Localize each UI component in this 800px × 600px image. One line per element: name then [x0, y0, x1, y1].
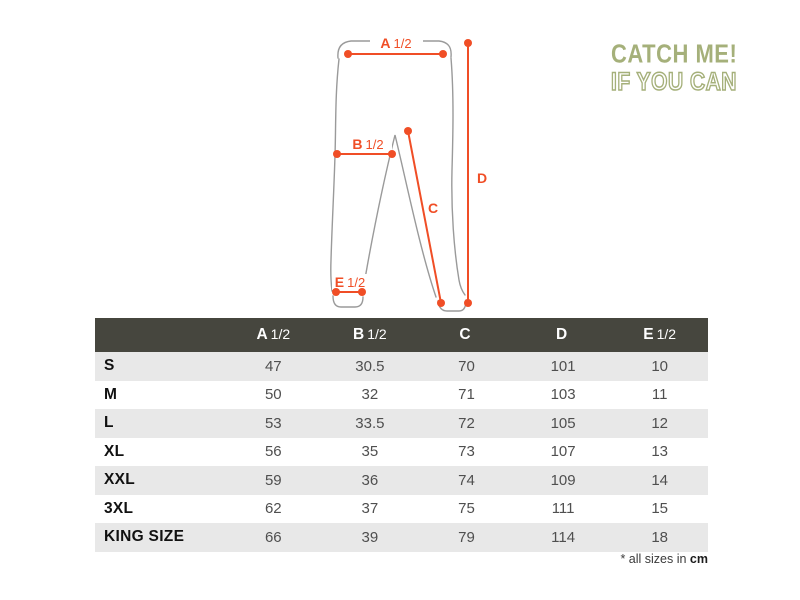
value-e: 13	[651, 443, 669, 461]
units-footnote: * all sizes in cm	[95, 552, 708, 566]
table-row-m: M 50 32 71 103 11	[95, 381, 708, 410]
label-b-bg	[346, 135, 392, 152]
measure-label-e: E 1/2	[335, 274, 365, 290]
logo-line2: IF YOU CAN	[610, 68, 737, 97]
value-a: 59	[264, 471, 282, 489]
value-c: 75	[458, 500, 475, 518]
label-a-bg	[370, 32, 423, 52]
size-label: M	[104, 385, 118, 403]
header-cell-e: E 1/2	[643, 326, 677, 343]
value-e: 18	[651, 528, 669, 546]
value-e: 10	[651, 357, 669, 375]
value-b: 32	[361, 386, 379, 404]
table-row-king-size: KING SIZE 66 39 79 114 18	[95, 523, 708, 552]
footnote-unit: cm	[689, 552, 708, 566]
header-cell-a: A 1/2	[256, 326, 291, 343]
value-c: 72	[458, 414, 475, 432]
measure-label-b: B 1/2	[352, 136, 383, 152]
measure-label-c: C	[428, 200, 438, 216]
pants-diagram-svg: A 1/2 B 1/2 C D E 1/2	[330, 32, 487, 312]
size-label: XL	[104, 442, 125, 460]
value-a: 56	[264, 443, 282, 461]
table-row-s: S 47 30.5 70 101 10	[95, 352, 708, 381]
measure-line-c	[407, 130, 442, 304]
header-cell-d: D	[555, 326, 568, 343]
value-a: 66	[264, 528, 282, 546]
table-row-xxl: XXL 59 36 74 109 14	[95, 466, 708, 495]
value-c: 71	[458, 386, 475, 404]
inner-seam-line	[362, 134, 437, 298]
size-table: A 1/2 B 1/2 C D E 1/2 S 47 30.5 70 101 10 M…	[95, 318, 708, 552]
value-b: 36	[361, 471, 379, 489]
value-d: 107	[550, 443, 576, 461]
value-e: 12	[651, 414, 669, 432]
header-cell-c: C	[459, 326, 471, 343]
size-label: 3XL	[104, 499, 134, 517]
value-d: 101	[550, 357, 576, 375]
value-a: 47	[264, 357, 282, 375]
value-e: 14	[651, 471, 669, 489]
value-d: 114	[551, 528, 576, 546]
measure-label-a: A 1/2	[380, 35, 411, 51]
pants-measurement-diagram: A 1/2 B 1/2 C D E 1/2	[310, 25, 510, 317]
footnote-text: * all sizes in	[620, 552, 690, 566]
value-c: 73	[458, 443, 475, 461]
value-d: 105	[550, 414, 576, 432]
value-b: 33.5	[355, 414, 385, 432]
value-e: 15	[651, 500, 669, 518]
label-e-bg	[332, 274, 371, 290]
logo-line1: CATCH ME!	[611, 38, 738, 69]
label-c-bg	[424, 199, 443, 216]
value-b: 30.5	[355, 357, 385, 375]
table-row-xl: XL 56 35 73 107 13	[95, 438, 708, 467]
table-row-3xl: 3XL 62 37 75 111 15	[95, 495, 708, 524]
measure-endpoint-dots	[332, 39, 472, 307]
size-label: S	[104, 357, 115, 375]
value-c: 74	[458, 471, 475, 489]
value-b: 37	[361, 500, 379, 518]
right-leg-outer-line	[450, 57, 466, 296]
size-label: L	[104, 414, 114, 432]
table-header-row: A 1/2 B 1/2 C D E 1/2	[95, 318, 708, 352]
pants-outline	[330, 40, 467, 312]
value-b: 35	[361, 443, 379, 461]
value-a: 53	[264, 414, 282, 432]
left-leg-cuff	[332, 295, 364, 308]
value-d: 109	[550, 471, 576, 489]
brand-logo: CATCH ME! IF YOU CAN	[610, 38, 771, 96]
value-c: 70	[458, 357, 475, 375]
size-label: XXL	[104, 471, 136, 489]
left-leg-outer-line	[330, 58, 340, 292]
header-cell-b: B 1/2	[353, 326, 387, 343]
value-c: 79	[458, 528, 475, 546]
table-row-l: L 53 33.5 72 105 12	[95, 409, 708, 438]
value-d: 103	[550, 386, 576, 404]
value-b: 39	[361, 528, 379, 546]
value-a: 62	[264, 500, 282, 518]
measure-label-d: D	[477, 170, 487, 186]
value-d: 111	[551, 500, 575, 518]
value-a: 50	[264, 386, 282, 404]
size-label: KING SIZE	[104, 528, 185, 546]
value-e: 11	[651, 386, 668, 404]
